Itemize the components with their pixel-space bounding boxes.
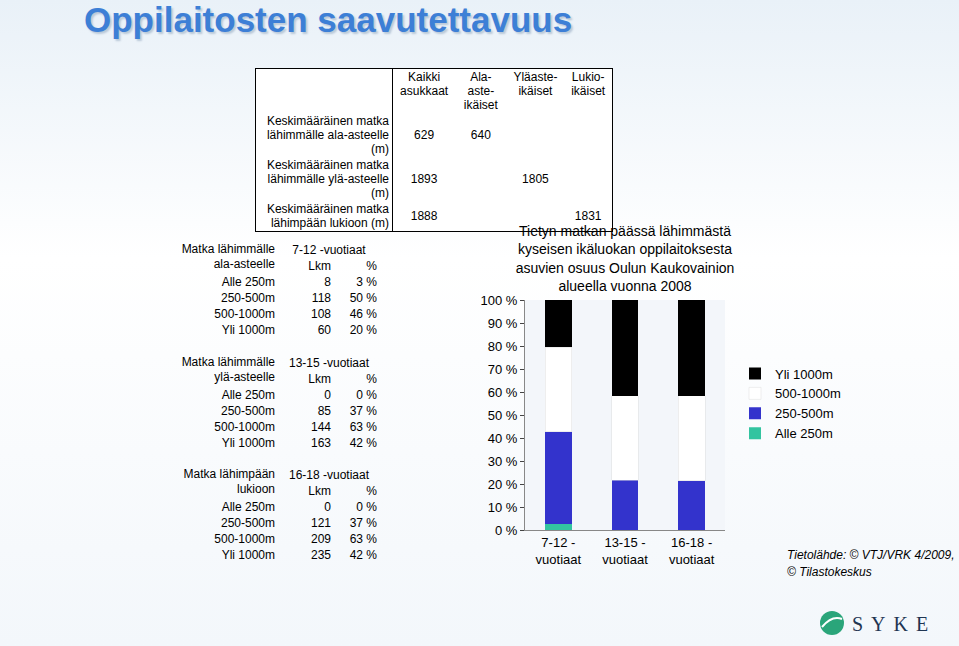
html-text:20 %: 20 %: [349, 323, 377, 337]
html-text:250-500m: 250-500m: [221, 403, 275, 418]
html-text:46 %: 46 %: [349, 307, 377, 321]
html-text:Alle 250m: Alle 250m: [221, 387, 275, 402]
html-text:144: 144: [311, 420, 331, 434]
svg-text:7-12 -vuotiaat: 7-12 -vuotiaat: [536, 535, 582, 567]
html-text:Oppilaitosten saavutettavuus: Oppilaitosten saavutettavuus: [84, 0, 573, 39]
html-text:235: 235: [311, 548, 331, 562]
html-text:Tietolähde: © VTJ/VRK 4/2009,: Tietolähde: © VTJ/VRK 4/2009,: [787, 548, 955, 562]
html-text:0 %: 0 %: [356, 500, 377, 514]
html-text:Yli 1000m: Yli 1000m: [221, 435, 275, 450]
html-text:209: 209: [311, 532, 331, 546]
html-text:1831: 1831: [574, 209, 602, 223]
html-text:8: 8: [324, 275, 331, 289]
html-text:629: 629: [414, 128, 435, 142]
html-text:3 %: 3 %: [356, 275, 377, 289]
html-text:Yli 1000m: Yli 1000m: [221, 322, 275, 337]
html-text:118: 118: [311, 291, 331, 305]
svg-text:Tietyn matkan päässä lähimmäst: Tietyn matkan päässä lähimmästäkyseisen …: [516, 223, 735, 294]
html-text:163: 163: [311, 436, 331, 450]
html-text:Lkm: Lkm: [308, 484, 331, 498]
html-text:42 %: 42 %: [349, 436, 377, 450]
svg-text:0 %: 0 %: [495, 523, 518, 538]
html-text:85: 85: [317, 404, 331, 418]
html-text:16-18 -vuotiaat: 16-18 -vuotiaat: [289, 468, 369, 482]
html-text:0 %: 0 %: [356, 388, 377, 402]
svg-text:80 %: 80 %: [488, 339, 518, 354]
html-text:42 %: 42 %: [349, 548, 377, 562]
html-text:250-500m: 250-500m: [221, 290, 275, 305]
html-text:500-1000m: 500-1000m: [214, 306, 275, 321]
html-text:Lkm: Lkm: [308, 372, 331, 386]
svg-text:40 %: 40 %: [488, 431, 518, 446]
html-text:Matka lähimmälle ylä-asteelle: Matka lähimmälle ylä-asteelle: [181, 355, 275, 384]
html-text:63 %: 63 %: [349, 420, 377, 434]
svg-text:Alle 250m: Alle 250m: [775, 426, 833, 441]
html-text:Yläaste-ikäiset: Yläaste-ikäiset: [513, 70, 558, 98]
svg-text:60 %: 60 %: [488, 385, 518, 400]
svg-text:20 %: 20 %: [488, 477, 518, 492]
html-text:13-15 -vuotiaat: 13-15 -vuotiaat: [289, 356, 369, 370]
svg-text:50 %: 50 %: [488, 408, 518, 423]
svg-text:SYKE: SYKE: [852, 613, 936, 635]
svg-text:13-15 -vuotiaat: 13-15 -vuotiaat: [602, 535, 648, 567]
svg-text:100 %: 100 %: [481, 293, 518, 308]
html-text:Keskimääräinen matka lähimmäll: Keskimääräinen matka lähimmälle ala-aste…: [266, 114, 389, 156]
svg-text:90 %: 90 %: [488, 316, 518, 331]
html-text:Keskimääräinen matka lähimpään: Keskimääräinen matka lähimpään lukioon (…: [266, 202, 389, 230]
html-text:Alle 250m: Alle 250m: [221, 499, 275, 514]
html-text:Yli 1000m: Yli 1000m: [221, 547, 275, 562]
svg-text:Yli 1000m: Yli 1000m: [775, 367, 833, 382]
html-text:500-1000m: 500-1000m: [214, 419, 275, 434]
html-text:500-1000m: 500-1000m: [214, 531, 275, 546]
html-text:Matka lähimmälle ala-asteelle: Matka lähimmälle ala-asteelle: [181, 242, 275, 271]
html-text:1888: 1888: [410, 209, 438, 223]
html-text:0: 0: [324, 388, 331, 402]
html-text:121: 121: [311, 516, 331, 530]
svg-text:250-500m: 250-500m: [775, 406, 834, 421]
html-text:50 %: 50 %: [349, 291, 377, 305]
html-text:Alle 250m: Alle 250m: [221, 274, 275, 289]
html-text:© Tilastokeskus: © Tilastokeskus: [787, 565, 872, 579]
html-text:Matka lähimpään lukioon: Matka lähimpään lukioon: [183, 467, 275, 496]
html-text:Lukio-ikäiset: Lukio-ikäiset: [571, 70, 606, 98]
svg-text:30 %: 30 %: [488, 454, 518, 469]
html-text:37 %: 37 %: [349, 516, 377, 530]
svg-text:10 %: 10 %: [488, 500, 518, 515]
html-text:7-12 -vuotiaat: 7-12 -vuotiaat: [292, 243, 366, 257]
html-text:1805: 1805: [522, 172, 549, 186]
html-text:37 %: 37 %: [349, 404, 377, 418]
svg-text:70 %: 70 %: [488, 362, 518, 377]
html-text:0: 0: [324, 500, 331, 514]
html-text:108: 108: [311, 307, 331, 321]
svg-text:500-1000m: 500-1000m: [775, 386, 841, 401]
html-text:1893: 1893: [410, 172, 438, 186]
html-text:Lkm: Lkm: [308, 259, 331, 273]
svg-text:16-18 -vuotiaat: 16-18 -vuotiaat: [669, 535, 715, 567]
html-text:Kaikki asukkaat: Kaikki asukkaat: [400, 70, 449, 98]
html-text:Ala-aste-ikäiset: Ala-aste-ikäiset: [463, 70, 498, 112]
html-text:63 %: 63 %: [349, 532, 377, 546]
html-text:60: 60: [317, 323, 331, 337]
html-text:640: 640: [470, 128, 491, 142]
html-text:Keskimääräinen matka lähimmäll: Keskimääräinen matka lähimmälle ylä-aste…: [266, 158, 389, 200]
html-text:250-500m: 250-500m: [221, 515, 275, 530]
